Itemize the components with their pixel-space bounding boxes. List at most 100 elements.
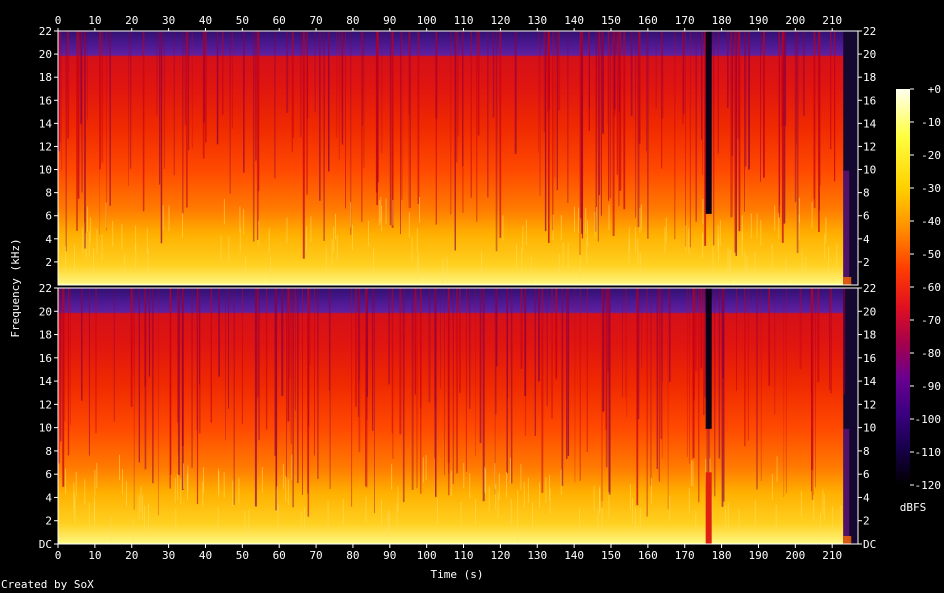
- x-tick-label: 190: [749, 549, 769, 562]
- spectral-streak: [58, 31, 60, 152]
- spectral-streak: [233, 288, 235, 505]
- spectral-streak: [96, 229, 98, 255]
- spectral-streak: [737, 31, 740, 139]
- spectral-streak: [388, 510, 390, 536]
- spectral-streak: [722, 288, 724, 378]
- spectral-streak: [487, 31, 489, 198]
- spectral-streak: [587, 220, 588, 246]
- spectral-streak: [373, 248, 375, 274]
- spectral-streak: [578, 207, 580, 233]
- spectral-streak: [524, 288, 527, 396]
- spectral-streak: [796, 31, 797, 145]
- spectral-streak: [314, 31, 316, 113]
- spectral-streak: [287, 479, 289, 505]
- spectral-streak: [579, 288, 581, 481]
- spectral-streak: [579, 31, 581, 255]
- x-tick-label: 20: [125, 549, 138, 562]
- x-tick-label: 130: [527, 549, 547, 562]
- y-tick-label-right: 4: [863, 491, 870, 504]
- spectral-streak: [148, 288, 150, 377]
- spectral-streak: [538, 288, 540, 382]
- silence-gap: [705, 288, 712, 429]
- spectral-streak: [277, 504, 279, 531]
- spectral-streak: [84, 479, 86, 505]
- spectral-streak: [256, 31, 259, 240]
- spectral-streak: [602, 31, 604, 134]
- x-tick-label-top: 50: [236, 14, 249, 27]
- spectral-streak: [554, 31, 556, 177]
- spectral-streak: [99, 31, 101, 170]
- spectral-streak: [669, 496, 671, 522]
- spectral-streak: [88, 288, 90, 456]
- spectral-streak: [522, 225, 524, 251]
- spectral-streak: [574, 288, 576, 483]
- y-tick-label: 22: [39, 25, 52, 38]
- spectral-streak: [58, 213, 60, 239]
- spectral-streak: [548, 31, 550, 110]
- spectral-streak: [186, 31, 188, 208]
- spectral-streak: [409, 31, 411, 208]
- spectral-streak: [596, 207, 597, 233]
- spectral-streak: [476, 31, 478, 222]
- spectral-streak: [96, 462, 98, 489]
- spectral-streak: [392, 200, 394, 226]
- spectral-streak: [285, 475, 287, 502]
- spectral-streak: [548, 31, 550, 243]
- y-tick-label-right: DC: [863, 538, 876, 551]
- x-tick-label-top: 140: [564, 14, 584, 27]
- spectral-streak: [601, 288, 603, 508]
- spectral-streak: [218, 288, 220, 377]
- spectral-streak: [258, 220, 260, 246]
- spectral-streak: [605, 288, 608, 468]
- x-tick-label-top: 130: [527, 14, 547, 27]
- spectral-streak: [462, 31, 464, 167]
- spectral-streak: [626, 288, 628, 418]
- spectral-streak: [552, 31, 554, 231]
- decay-tail: [843, 428, 850, 544]
- spectral-streak: [417, 253, 419, 279]
- spectral-streak: [188, 31, 190, 151]
- x-tick-label-top: 0: [55, 14, 62, 27]
- spectral-streak: [744, 31, 747, 167]
- spectral-streak: [475, 288, 476, 457]
- spectral-streak: [538, 31, 539, 153]
- spectral-streak: [414, 288, 416, 395]
- spectral-streak: [689, 31, 691, 248]
- decay-tail: [843, 170, 850, 285]
- spectral-streak: [174, 477, 176, 504]
- spectral-streak: [567, 242, 569, 269]
- spectral-streak: [222, 31, 224, 116]
- spectral-streak: [306, 31, 308, 195]
- spectral-streak: [101, 31, 104, 163]
- spectral-streak: [685, 225, 687, 251]
- spectral-streak: [760, 288, 762, 481]
- y-tick-label-right: 12: [863, 140, 876, 153]
- spectral-streak: [735, 31, 737, 256]
- spectral-streak: [82, 228, 84, 254]
- spectral-streak: [783, 288, 785, 497]
- spectral-streak: [567, 31, 569, 203]
- spectral-streak: [717, 225, 719, 251]
- spectral-streak: [688, 488, 690, 514]
- x-tick-label-top: 210: [822, 14, 842, 27]
- spectral-streak: [416, 227, 418, 254]
- y-tick-label-right: 12: [863, 398, 876, 411]
- spectral-streak: [799, 288, 802, 370]
- spectral-streak: [232, 480, 234, 507]
- colorbar: [896, 89, 910, 485]
- x-tick-label: 160: [638, 549, 658, 562]
- spectral-streak: [830, 288, 832, 394]
- spectral-streak: [374, 288, 375, 514]
- spectral-streak: [738, 509, 740, 535]
- spectral-streak: [388, 288, 390, 385]
- y-tick-label: 14: [39, 375, 53, 388]
- spectral-streak: [811, 288, 814, 470]
- spectral-streak: [88, 231, 90, 257]
- spectral-streak: [302, 288, 303, 495]
- spectral-streak: [169, 288, 171, 489]
- spectral-streak: [717, 31, 719, 154]
- spectral-streak: [802, 31, 805, 116]
- spectral-streak: [203, 31, 205, 123]
- spectral-streak: [144, 288, 147, 470]
- spectral-streak: [307, 288, 309, 494]
